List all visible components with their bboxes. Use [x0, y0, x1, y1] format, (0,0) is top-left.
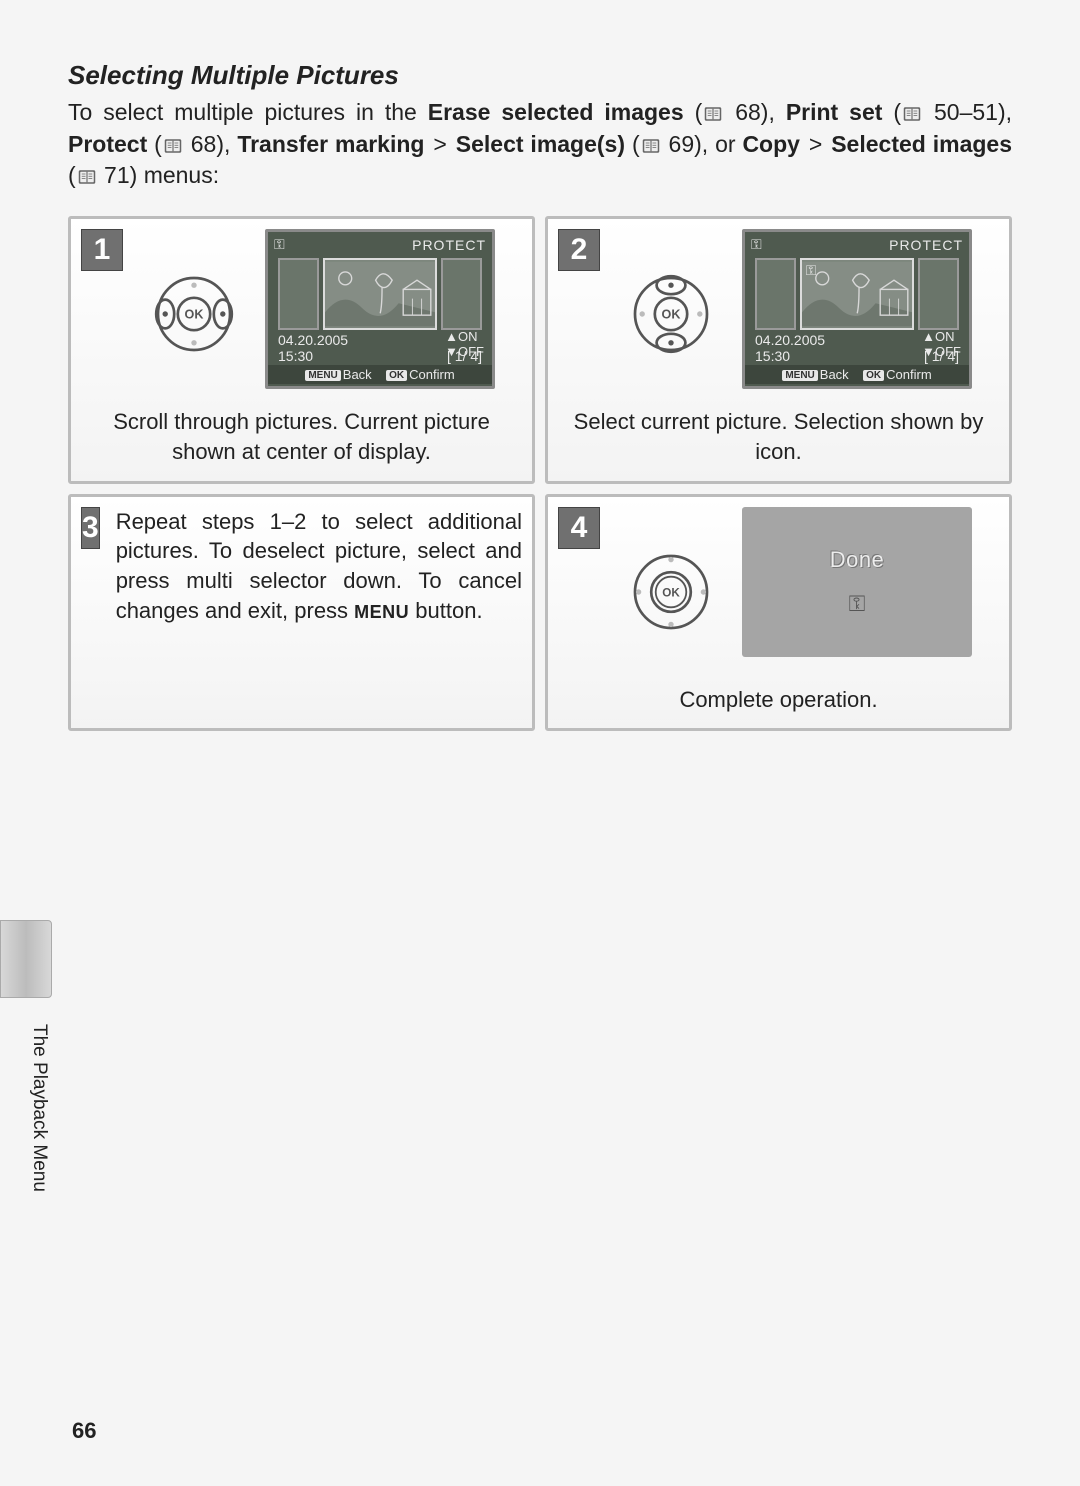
- ref-text: 68),: [184, 131, 237, 157]
- lcd-time: 15:30: [278, 348, 313, 364]
- lcd-footer: MENUBack OKConfirm: [745, 365, 969, 384]
- footer-confirm: Confirm: [886, 367, 932, 382]
- steps-grid: 1 ⚿ PROTECT ▲ON ▼OFF 04.: [68, 216, 1012, 731]
- step-3-cell: 3 Repeat steps 1–2 to select additional …: [68, 494, 535, 732]
- selector-ud-icon: [626, 269, 716, 359]
- menu-button-label: MENU: [354, 602, 409, 622]
- multi-selector-ud: [616, 229, 726, 399]
- selection-marker-icon: ⚿: [806, 262, 817, 279]
- intro-bold-selected: Selected images: [831, 131, 1012, 157]
- lcd-screen: ⚿ PROTECT ⚿ ▲ON ▼OFF 04.20.2005: [742, 229, 972, 389]
- step-number: 1: [81, 229, 123, 271]
- done-key-icon: ⚿: [849, 591, 866, 617]
- multi-selector-ok: [616, 507, 726, 677]
- book-icon: [901, 105, 923, 123]
- selector-lr-icon: [149, 269, 239, 359]
- intro-paragraph: To select multiple pictures in the Erase…: [68, 97, 1012, 192]
- on-label: ON: [458, 329, 478, 344]
- lcd-time: 15:30: [755, 348, 790, 364]
- page-number: 66: [72, 1418, 96, 1444]
- thumb-right: [441, 258, 482, 330]
- thumb-right: [918, 258, 959, 330]
- ok-tag: OK: [863, 370, 884, 381]
- footer-back: Back: [343, 367, 372, 382]
- intro-bold-selectimgs: Select image(s): [456, 131, 625, 157]
- multi-selector-lr: [139, 229, 249, 399]
- thumb-left: [278, 258, 319, 330]
- done-label: Done: [830, 547, 885, 573]
- step-4-caption: Complete operation.: [558, 685, 999, 715]
- intro-ref: ( 50–51),: [893, 99, 1012, 125]
- intro-ref: ( 68),: [695, 99, 786, 125]
- section-heading: Selecting Multiple Pictures: [68, 60, 1012, 91]
- ref-text: 69), or: [662, 131, 743, 157]
- done-panel: Done ⚿: [742, 507, 972, 657]
- thumb-left: [755, 258, 796, 330]
- intro-bold-copy: Copy: [742, 131, 800, 157]
- side-tab: [0, 920, 52, 998]
- lcd-date: 04.20.2005: [278, 332, 348, 348]
- menu-tag: MENU: [782, 370, 817, 381]
- key-icon: ⚿: [274, 236, 286, 253]
- ref-text: 50–51),: [923, 99, 1012, 125]
- lcd-meta: 04.20.2005 15:30: [278, 333, 348, 364]
- ok-tag: OK: [386, 370, 407, 381]
- intro-ref: ( 68),: [154, 131, 237, 157]
- book-icon: [702, 105, 724, 123]
- thumb-center: [323, 258, 437, 330]
- intro-bold-transfer: Transfer marking: [237, 131, 424, 157]
- ref-text: 71) menus:: [98, 162, 219, 188]
- gt-symbol: >: [433, 131, 446, 157]
- book-icon: [640, 137, 662, 155]
- step-4-cell: 4 Done ⚿ Complete operation.: [545, 494, 1012, 732]
- lcd-title: PROTECT: [412, 237, 486, 253]
- step-number: 4: [558, 507, 600, 549]
- intro-ref: ( 71) menus:: [68, 162, 219, 188]
- step-number: 3: [81, 507, 100, 549]
- intro-bold-erase: Erase selected images: [428, 99, 684, 125]
- key-icon: ⚿: [751, 236, 763, 253]
- intro-bold-protect: Protect: [68, 131, 147, 157]
- lcd-footer: MENUBack OKConfirm: [268, 365, 492, 384]
- gt-symbol: >: [809, 131, 822, 157]
- menu-tag: MENU: [305, 370, 340, 381]
- step-2-caption: Select current picture. Selection shown …: [558, 407, 999, 466]
- lcd-count: [ 1/ 4]: [924, 348, 959, 364]
- step-1-caption: Scroll through pictures. Current picture…: [81, 407, 522, 466]
- on-label: ON: [935, 329, 955, 344]
- step-3-body: Repeat steps 1–2 to select additional pi…: [116, 507, 522, 626]
- step-number: 2: [558, 229, 600, 271]
- intro-ref: ( 69), or: [632, 131, 743, 157]
- lcd-count: [ 1/ 4]: [447, 348, 482, 364]
- step-3-text-b: button.: [409, 598, 482, 623]
- book-icon: [162, 137, 184, 155]
- selector-ok-icon: [626, 547, 716, 637]
- lcd-title: PROTECT: [889, 237, 963, 253]
- book-icon: [76, 168, 98, 186]
- ref-text: 68),: [724, 99, 786, 125]
- thumb-center: ⚿: [800, 258, 914, 330]
- intro-text: To select multiple pictures in the: [68, 99, 428, 125]
- lcd-date: 04.20.2005: [755, 332, 825, 348]
- side-label: The Playback Menu: [28, 1024, 50, 1192]
- intro-bold-printset: Print set: [786, 99, 883, 125]
- footer-confirm: Confirm: [409, 367, 455, 382]
- footer-back: Back: [820, 367, 849, 382]
- lcd-screen: ⚿ PROTECT ▲ON ▼OFF 04.20.2005 15:30 [ 1/: [265, 229, 495, 389]
- step-1-cell: 1 ⚿ PROTECT ▲ON ▼OFF 04.: [68, 216, 535, 483]
- step-2-cell: 2 ⚿ PROTECT ⚿ ▲ON: [545, 216, 1012, 483]
- lcd-meta: 04.20.2005 15:30: [755, 333, 825, 364]
